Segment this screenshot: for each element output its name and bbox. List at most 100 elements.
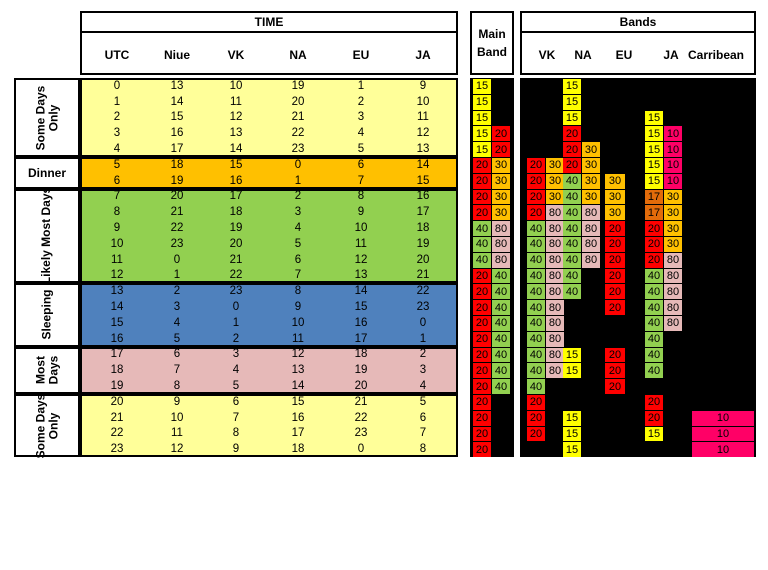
main-band-cell: 30 bbox=[492, 205, 510, 221]
time-cell: 11 bbox=[171, 427, 183, 440]
time-cell: 21 bbox=[110, 411, 124, 424]
time-cell: 8 bbox=[419, 443, 427, 456]
group-label: Likely Most Days bbox=[14, 187, 80, 285]
time-cell: 3 bbox=[419, 364, 427, 377]
band-cell-eu: 20 bbox=[605, 221, 625, 236]
band-cell-ja: 40 bbox=[645, 268, 663, 284]
time-cell: 15 bbox=[354, 301, 368, 314]
time-cell: 10 bbox=[170, 411, 184, 424]
time-cell: 12 bbox=[229, 111, 243, 124]
main-band-cell: 80 bbox=[492, 237, 510, 252]
time-column-header: JA bbox=[415, 48, 431, 62]
main-band-cell: 15 bbox=[473, 126, 491, 142]
time-cell: 5 bbox=[232, 380, 240, 393]
time-cell: 12 bbox=[291, 348, 305, 361]
bands-body bbox=[520, 78, 756, 458]
time-cell: 6 bbox=[294, 253, 302, 266]
group-label-text: Sleeping bbox=[39, 289, 54, 340]
band-cell-na: 20 bbox=[563, 126, 581, 142]
time-cell: 9 bbox=[357, 206, 365, 219]
band-cell-na: 40 bbox=[563, 221, 581, 236]
time-cell: 14 bbox=[354, 285, 368, 298]
time-cell: 18 bbox=[291, 443, 305, 456]
time-cell: 20 bbox=[170, 190, 184, 203]
band-cell-na: 40 bbox=[563, 252, 581, 268]
band-cell-ja: 30 bbox=[664, 205, 682, 221]
time-cell: 7 bbox=[294, 269, 302, 282]
time-cell: 9 bbox=[419, 79, 427, 92]
band-column-header: NA bbox=[574, 48, 592, 62]
time-cell: 1 bbox=[173, 269, 181, 282]
time-column-header: UTC bbox=[104, 48, 130, 62]
band-cell-vk: 20 bbox=[527, 173, 545, 189]
band-cell-na: 30 bbox=[582, 189, 600, 205]
time-cell: 18 bbox=[110, 364, 124, 377]
time-cell: 23 bbox=[229, 285, 243, 298]
time-cell: 7 bbox=[173, 364, 181, 377]
main-band-cell: 20 bbox=[473, 316, 491, 331]
time-cell: 11 bbox=[111, 253, 123, 266]
main-band-cell: 20 bbox=[492, 142, 510, 157]
band-cell-eu: 20 bbox=[605, 268, 625, 284]
band-cell-na: 15 bbox=[563, 79, 581, 94]
band-cell-ja: 10 bbox=[664, 142, 682, 157]
time-cell: 9 bbox=[173, 395, 181, 408]
time-cell: 19 bbox=[229, 222, 243, 235]
time-cell: 16 bbox=[291, 411, 305, 424]
group-label: Some Days Only bbox=[14, 78, 80, 157]
time-cell: 6 bbox=[357, 158, 365, 171]
bands-title: Bands bbox=[520, 11, 756, 33]
time-cell: 20 bbox=[416, 253, 430, 266]
time-group-band bbox=[80, 394, 458, 458]
band-cell-na: 20 bbox=[563, 158, 581, 173]
time-cell: 0 bbox=[294, 158, 302, 171]
band-cell-ja: 20 bbox=[645, 410, 663, 426]
band-cell-ja: 20 bbox=[645, 221, 663, 236]
band-cell-na: 40 bbox=[563, 284, 581, 300]
band-cell-na: 15 bbox=[563, 410, 581, 426]
band-cell-eu: 20 bbox=[605, 252, 625, 268]
time-cell: 22 bbox=[229, 269, 243, 282]
time-cell: 14 bbox=[416, 158, 430, 171]
band-cell-eu: 20 bbox=[605, 284, 625, 300]
main-band-cell: 20 bbox=[473, 189, 491, 205]
band-cell-ja: 15 bbox=[645, 426, 663, 442]
time-cell: 14 bbox=[291, 380, 305, 393]
time-cell: 17 bbox=[170, 143, 184, 156]
time-cell: 4 bbox=[232, 364, 240, 377]
time-cell: 5 bbox=[357, 143, 365, 156]
time-cell: 16 bbox=[416, 190, 430, 203]
time-cell: 21 bbox=[170, 206, 184, 219]
band-cell-vk: 80 bbox=[546, 331, 564, 347]
time-cell: 11 bbox=[417, 111, 429, 124]
band-cell-vk: 40 bbox=[527, 300, 545, 315]
band-cell-ja: 15 bbox=[645, 110, 663, 126]
band-cell-vk: 40 bbox=[527, 363, 545, 379]
band-cell-na: 80 bbox=[582, 252, 600, 268]
band-cell-vk: 30 bbox=[546, 173, 564, 189]
time-cell: 19 bbox=[170, 174, 184, 187]
band-cell-vk: 40 bbox=[527, 379, 545, 394]
main-band-cell: 30 bbox=[492, 189, 510, 205]
main-band-cell: 80 bbox=[492, 252, 510, 268]
band-cell-na: 30 bbox=[582, 158, 600, 173]
time-cell: 13 bbox=[170, 79, 184, 92]
main-band-cell: 20 bbox=[473, 442, 491, 458]
time-cell: 21 bbox=[354, 395, 368, 408]
time-cell: 13 bbox=[291, 364, 305, 377]
band-cell-ja: 80 bbox=[664, 284, 682, 300]
band-cell-ja: 30 bbox=[664, 237, 682, 252]
time-cell: 22 bbox=[110, 427, 124, 440]
band-cell-ja: 80 bbox=[664, 316, 682, 331]
time-cell: 7 bbox=[113, 190, 121, 203]
band-column-header: EU bbox=[615, 48, 633, 62]
time-cell: 2 bbox=[113, 111, 121, 124]
time-cell: 6 bbox=[113, 174, 121, 187]
time-cell: 15 bbox=[229, 158, 243, 171]
time-cell: 5 bbox=[113, 158, 121, 171]
band-cell-vk: 40 bbox=[527, 237, 545, 252]
time-cell: 4 bbox=[419, 380, 427, 393]
band-cell-ja: 17 bbox=[645, 205, 663, 221]
main-band-cell: 40 bbox=[492, 300, 510, 315]
main-band-cell: 15 bbox=[473, 94, 491, 110]
